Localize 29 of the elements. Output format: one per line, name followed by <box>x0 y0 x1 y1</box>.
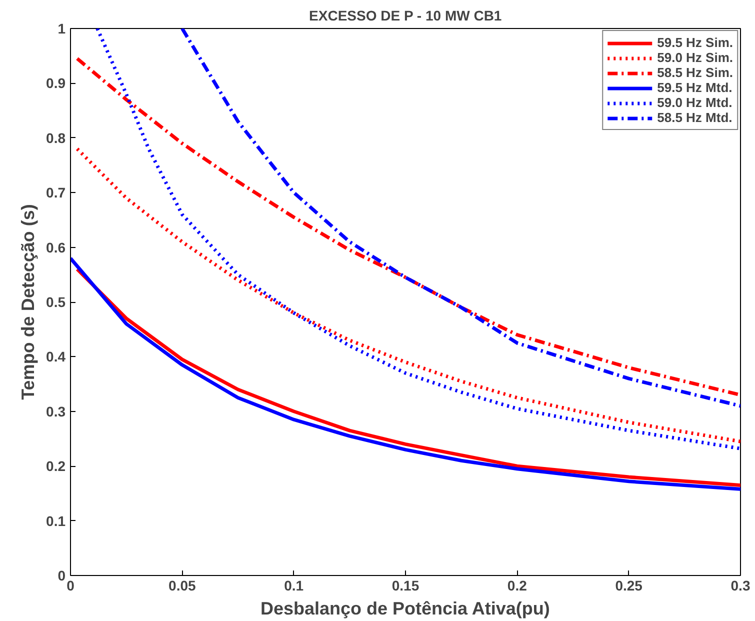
y-tick-label: 0.8 <box>46 130 66 146</box>
x-tick-label: 0.25 <box>615 578 643 594</box>
y-tick-label: 0.9 <box>46 75 66 92</box>
line-series <box>180 28 740 408</box>
y-tick-label: 0.5 <box>46 294 66 310</box>
legend-label: 59.5 Hz Sim. <box>657 35 733 50</box>
x-tick-label: 0.2 <box>507 578 528 594</box>
y-tick-label: 0.2 <box>46 458 66 474</box>
legend-label: 59.5 Hz Mtd. <box>657 80 732 95</box>
y-tick-label: 0.1 <box>46 512 66 529</box>
y-tick-label: 0.3 <box>46 403 66 420</box>
x-tick-label: 0.1 <box>284 578 304 594</box>
chart-title: EXCESSO DE P - 10 MW CB1 <box>309 8 502 24</box>
y-tick-label: 0.4 <box>46 348 66 365</box>
x-tick-label: 0.05 <box>168 578 196 594</box>
y-tick-label: 0 <box>58 568 66 584</box>
legend-label: 58.5 Hz Mtd. <box>657 110 732 125</box>
line-series <box>75 147 740 444</box>
x-axis-title: Desbalanço de Potência Ativa(pu) <box>260 598 550 618</box>
line-series <box>96 28 740 450</box>
y-tick-label: 1 <box>58 20 66 36</box>
x-tick-label: 0.3 <box>730 578 750 594</box>
x-tick-label: 0.15 <box>392 578 420 594</box>
legend-label: 58.5 Hz Sim. <box>657 65 733 80</box>
legend-label: 59.0 Hz Sim. <box>657 50 733 65</box>
y-axis-title: Tempo de Detecção (s) <box>18 204 38 400</box>
y-tick-label: 0.6 <box>46 239 66 256</box>
y-tick-label: 0.7 <box>46 184 66 201</box>
legend-label: 59.0 Hz Mtd. <box>657 95 732 110</box>
